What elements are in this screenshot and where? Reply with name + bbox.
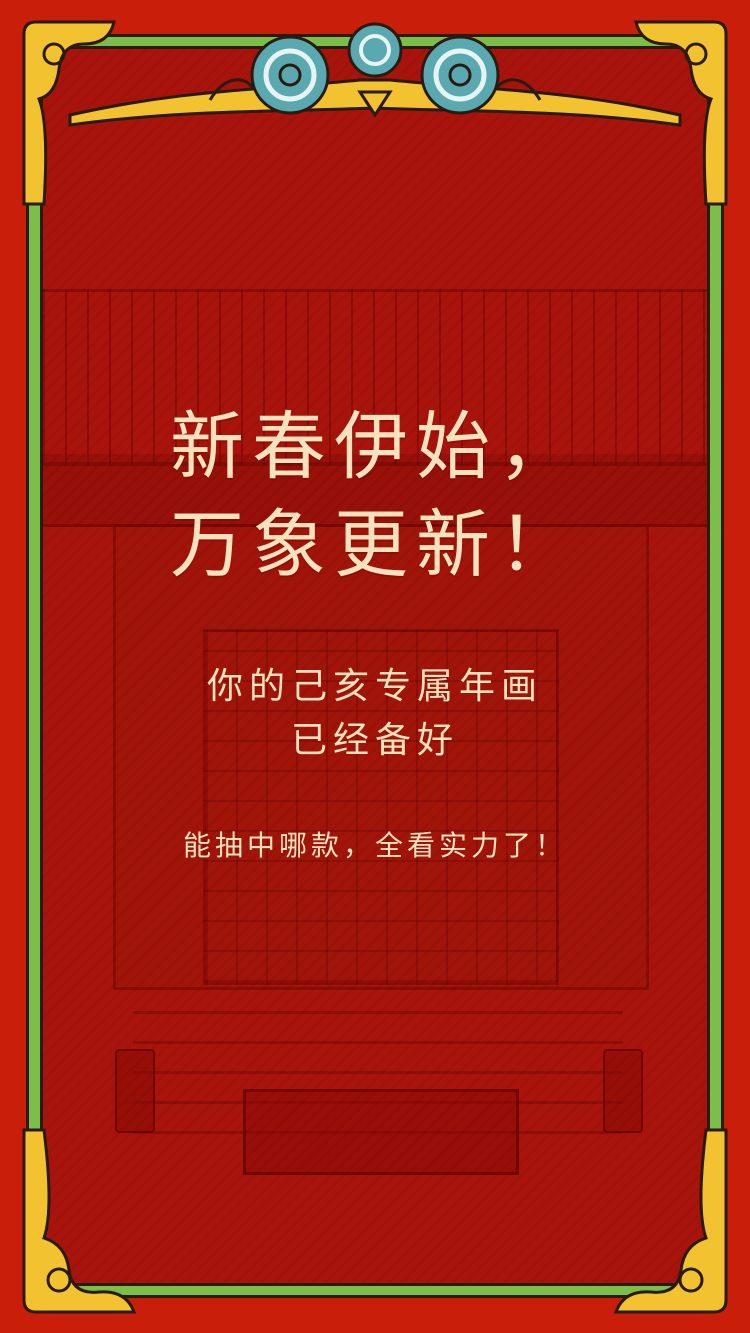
- message-block: 你的己亥专属年画 已经备好: [0, 660, 750, 768]
- firecracker-right-icon: [603, 1049, 643, 1133]
- palace-roof: [43, 289, 707, 466]
- greeting-headline: 新春伊始， 万象更新！: [0, 398, 750, 594]
- gold-scroll-corner-icon: [634, 20, 728, 206]
- greeting-line-2: 万象更新！: [170, 502, 580, 588]
- card-panel: [40, 46, 710, 1286]
- palace-hall: [113, 524, 649, 990]
- gold-scroll-corner-icon: [22, 1128, 137, 1314]
- tagline: 能抽中哪款，全看实力了！: [182, 829, 567, 862]
- cloud-wave-ornament-icon: [68, 22, 682, 127]
- message-line-2: 已经备好: [290, 720, 459, 761]
- palace-lattice-door: [203, 629, 559, 985]
- message-line-1: 你的己亥专属年画: [206, 666, 543, 707]
- gold-scroll-corner-icon: [613, 1128, 728, 1314]
- palace-eave: [43, 454, 707, 527]
- greeting-line-1: 新春伊始，: [170, 404, 580, 490]
- firecracker-left-icon: [115, 1049, 155, 1133]
- gold-scroll-corner-icon: [22, 20, 116, 206]
- palace-courtyard-illustration-icon: [43, 49, 707, 1283]
- hatch-texture: [43, 49, 707, 1283]
- bonsai-planter: [243, 1089, 519, 1175]
